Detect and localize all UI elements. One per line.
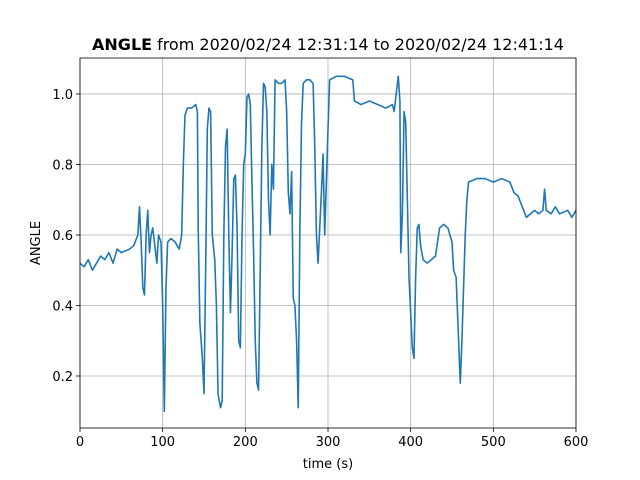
data-line [79, 75, 577, 413]
plot-frame [79, 57, 577, 429]
x-axis-label: time (s) [303, 457, 353, 472]
x-tick-label: 300 [316, 435, 341, 450]
y-tick-label: 1.0 [52, 88, 73, 103]
x-tick-label: 400 [398, 435, 423, 450]
title-range: from 2020/02/24 12:31:14 to 2020/02/24 1… [157, 35, 564, 54]
x-tick-label: 0 [76, 435, 84, 450]
y-tick-label: 0.8 [52, 158, 73, 173]
x-tick-label: 100 [150, 435, 175, 450]
y-tick-label: 0.6 [52, 229, 73, 244]
chart-title: ANGLE from 2020/02/24 12:31:14 to 2020/02… [92, 35, 564, 54]
x-tick-label: 500 [481, 435, 506, 450]
y-axis-label: ANGLE [29, 221, 44, 265]
title-backdrop [80, 29, 146, 51]
y-tick-label: 0.2 [52, 370, 73, 385]
title-variable: ANGLE [92, 35, 152, 54]
x-tick-label: 600 [564, 435, 589, 450]
y-tick-label: 0.4 [52, 299, 73, 314]
x-tick-label: 200 [233, 435, 258, 450]
